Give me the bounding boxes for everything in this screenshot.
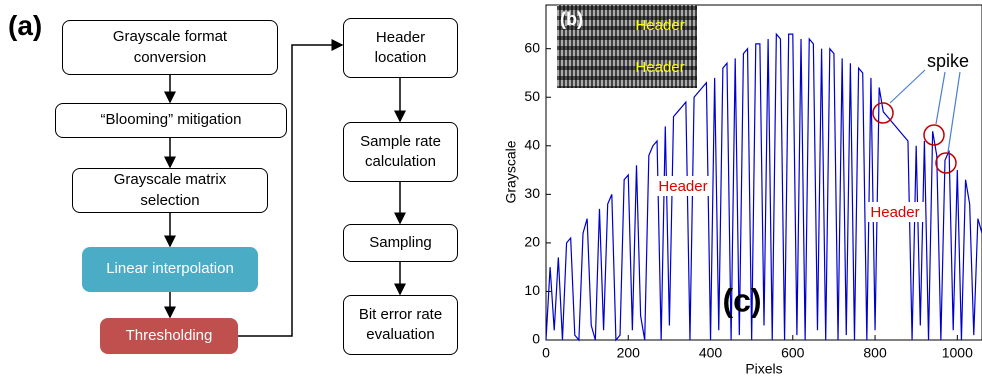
x-tick-label: 400 xyxy=(699,345,723,361)
x-tick-label: 200 xyxy=(617,345,641,361)
chart: 0 200 400 600 800 1000 0 10 20 30 40 50 60 Pixels Gray… xyxy=(503,5,982,377)
panel-label: (c) xyxy=(722,282,761,318)
x-tick-label: 800 xyxy=(863,345,887,361)
flow-node: Linear interpolation xyxy=(82,247,258,292)
spike-marker xyxy=(873,103,893,123)
flow-node: Sample rate calculation xyxy=(343,122,458,182)
annotation: Header xyxy=(658,178,707,195)
y-tick-label: 0 xyxy=(532,331,540,347)
y-axis-label: Grayscale xyxy=(503,140,519,203)
x-tick-label: 0 xyxy=(542,345,550,361)
flow-node: Header location xyxy=(343,18,458,78)
spike-marker xyxy=(936,153,956,173)
x-tick-label: 600 xyxy=(781,345,805,361)
flow-node: Grayscale matrix selection xyxy=(72,168,268,213)
panel-label: (a) xyxy=(8,10,42,42)
x-axis-label: Pixels xyxy=(745,361,782,377)
page: 0 200 400 600 800 1000 0 10 20 30 40 50 60 Pixels Gray… xyxy=(0,0,982,379)
panel-label: (b) xyxy=(560,9,583,29)
flow-node: Thresholding xyxy=(100,318,238,354)
annotation: spike xyxy=(927,51,969,71)
annotation: Header xyxy=(870,204,919,221)
flow-node: Sampling xyxy=(343,224,458,262)
x-tick-label: 1000 xyxy=(942,345,973,361)
spike-arrow xyxy=(890,70,925,103)
y-tick-label: 20 xyxy=(524,234,540,250)
inset-label: Header xyxy=(635,59,684,76)
y-tick-label: 10 xyxy=(524,282,540,298)
y-tick-label: 60 xyxy=(524,39,540,55)
y-tick-label: 40 xyxy=(524,137,540,153)
flow-node: Grayscale format conversion xyxy=(62,20,278,75)
inset-label: Header xyxy=(635,17,684,34)
flow-node: Bit error rate evaluation xyxy=(343,295,458,355)
spike-arrow xyxy=(936,72,945,124)
y-tick-label: 50 xyxy=(524,88,540,104)
spike-arrow xyxy=(948,72,960,152)
flow-node: “Blooming” mitigation xyxy=(55,103,287,138)
y-tick-label: 30 xyxy=(524,185,540,201)
